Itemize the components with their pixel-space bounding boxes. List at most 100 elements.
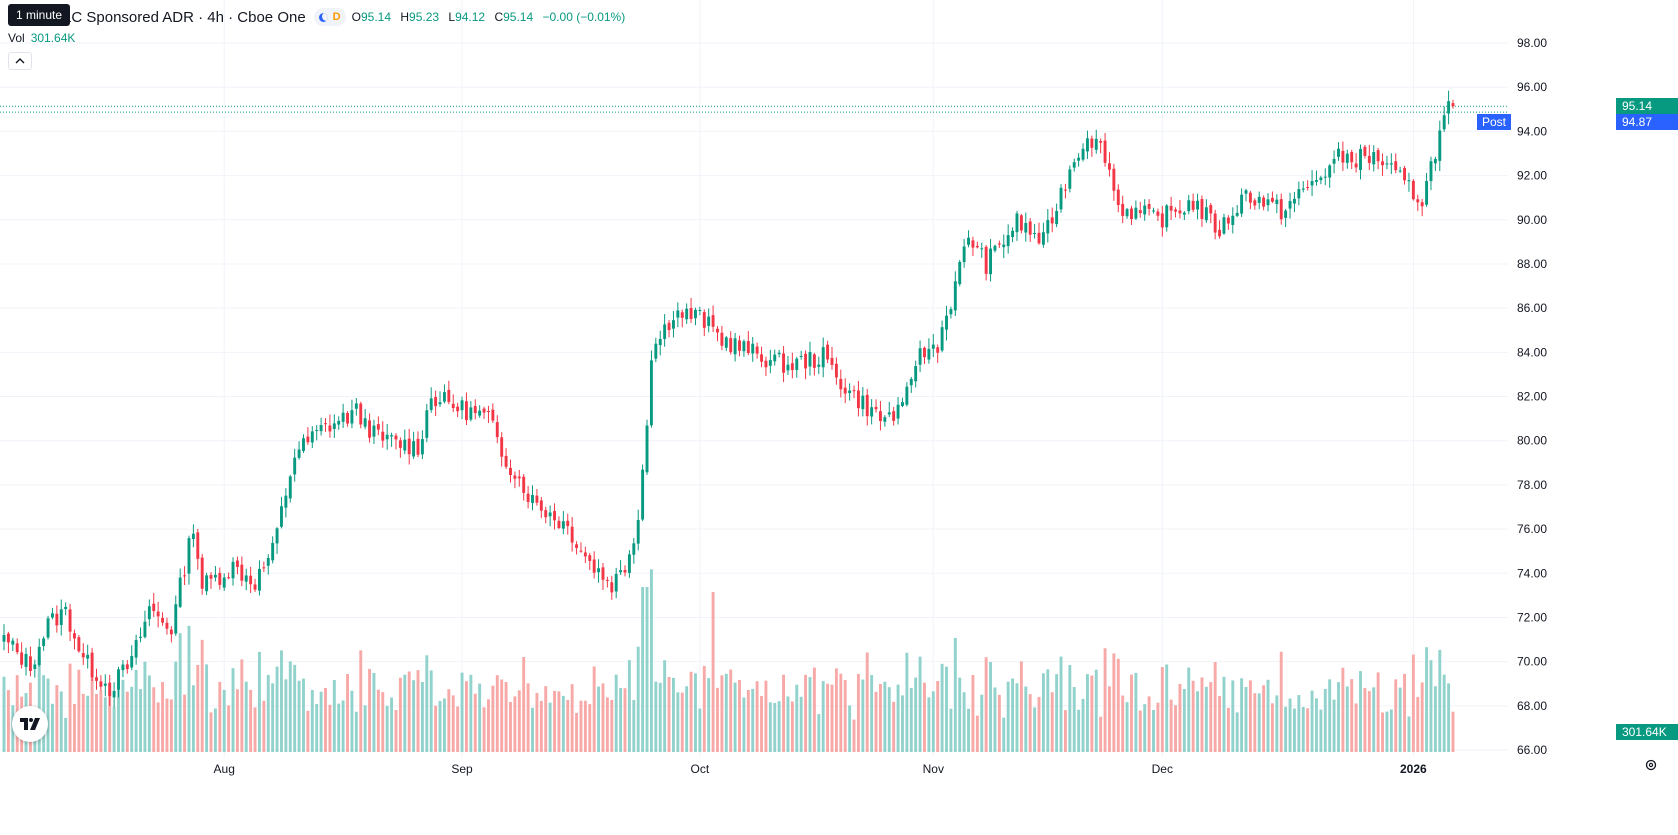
volume-bar — [456, 706, 460, 752]
candle-body — [579, 550, 583, 552]
volume-bar — [724, 673, 728, 752]
time-axis: Aug Sep Oct Nov Dec 2026 — [214, 762, 1427, 776]
volume-bar — [707, 678, 711, 752]
volume-bar — [147, 675, 151, 752]
volume-bar — [1099, 716, 1103, 752]
candle-body — [1059, 187, 1063, 210]
candle-body — [1033, 232, 1037, 234]
volume-bar — [95, 693, 98, 752]
volume-bar — [993, 687, 997, 752]
volume-bar — [337, 703, 341, 752]
volume-bar — [1367, 691, 1371, 752]
volume-bar — [1213, 662, 1217, 752]
candle-body — [1178, 210, 1182, 214]
volume-bar — [1292, 708, 1296, 752]
volume-bar — [1398, 687, 1402, 752]
moon-icon — [318, 12, 328, 22]
volume-bar — [720, 675, 724, 752]
candle-body — [2, 634, 6, 642]
volume-bar — [1090, 675, 1094, 752]
volume-bar — [522, 656, 526, 752]
volume-bar — [1310, 690, 1314, 752]
candle-body — [1169, 205, 1173, 211]
candle-body — [993, 245, 997, 251]
volume-bar — [280, 650, 283, 752]
candle-body — [601, 567, 605, 580]
candle-body — [874, 406, 878, 410]
volume-bar — [99, 690, 103, 752]
volume-bar — [544, 686, 548, 752]
volume-bar — [1218, 696, 1222, 752]
volume-bar — [843, 679, 847, 752]
candle-body — [15, 643, 19, 653]
volume-bar — [1433, 686, 1437, 752]
candle-body — [610, 582, 614, 593]
price-tick-label: 96.00 — [1517, 80, 1547, 94]
volume-bar — [1094, 669, 1098, 752]
volume-bar — [627, 660, 631, 752]
volume-bar — [733, 682, 737, 752]
candle-body — [1037, 232, 1041, 244]
candle-body — [909, 378, 913, 386]
volume-bar — [1253, 693, 1257, 752]
symbol-title[interactable]: eneca PLC Sponsored ADR · 4h · Cboe One — [8, 8, 306, 26]
settings-gear-icon[interactable] — [1644, 758, 1658, 772]
candle-body — [1420, 202, 1424, 207]
session-badge[interactable]: D — [313, 8, 346, 26]
volume-bar — [1130, 674, 1133, 752]
volume-bar — [1033, 707, 1037, 752]
candle-body — [37, 646, 41, 665]
price-tick-label: 98.00 — [1517, 36, 1547, 50]
volume-bar — [799, 696, 803, 752]
candle-body — [834, 363, 838, 378]
candle-body — [266, 557, 270, 566]
candle-body — [86, 654, 90, 659]
collapse-legend-button[interactable] — [8, 52, 32, 70]
candle-body — [892, 411, 896, 421]
volume-bar — [390, 697, 394, 752]
volume-bar — [517, 690, 521, 752]
volume-bar — [892, 701, 896, 752]
candle-body — [544, 510, 548, 518]
candle-body — [200, 557, 204, 589]
candle-body — [984, 246, 988, 274]
candle-body — [1121, 203, 1125, 216]
candle-body — [808, 352, 812, 367]
tradingview-logo[interactable] — [12, 706, 48, 742]
candle-body — [746, 341, 750, 354]
candle-body — [1363, 146, 1367, 156]
candle-body — [1376, 150, 1380, 162]
volume-bar — [425, 655, 429, 752]
volume-bar — [196, 664, 200, 752]
candle-body — [535, 495, 539, 503]
volume-bar — [671, 677, 675, 752]
volume-bar — [1063, 710, 1067, 752]
volume-bar — [856, 673, 860, 752]
candle-body — [381, 431, 385, 441]
candle-body — [619, 570, 623, 573]
candle-body — [209, 575, 213, 579]
volume-bar — [1288, 698, 1292, 752]
candle-body — [967, 237, 970, 245]
candle-body — [830, 357, 834, 365]
candle-body — [302, 438, 305, 451]
volume-bar — [1182, 689, 1186, 752]
candle-body — [125, 664, 129, 670]
volume-bar — [1385, 711, 1389, 752]
candle-body — [1275, 199, 1279, 205]
volume-bar — [394, 710, 398, 752]
volume-label: Vol — [8, 31, 25, 45]
candle-body — [504, 455, 508, 467]
volume-bar — [945, 666, 948, 752]
volume-bar — [161, 682, 165, 752]
volume-bar — [244, 681, 248, 752]
volume-bar — [284, 679, 288, 752]
volume-bar — [262, 700, 266, 752]
volume-bar — [658, 682, 662, 752]
ohlc-values: O95.14 H95.23 L94.12 C95.14 −0.00 (−0.01… — [352, 10, 632, 24]
volume-bar — [1447, 683, 1451, 752]
candle-body — [319, 425, 323, 432]
volume-bar — [1226, 707, 1230, 752]
volume-bar — [1147, 696, 1151, 752]
